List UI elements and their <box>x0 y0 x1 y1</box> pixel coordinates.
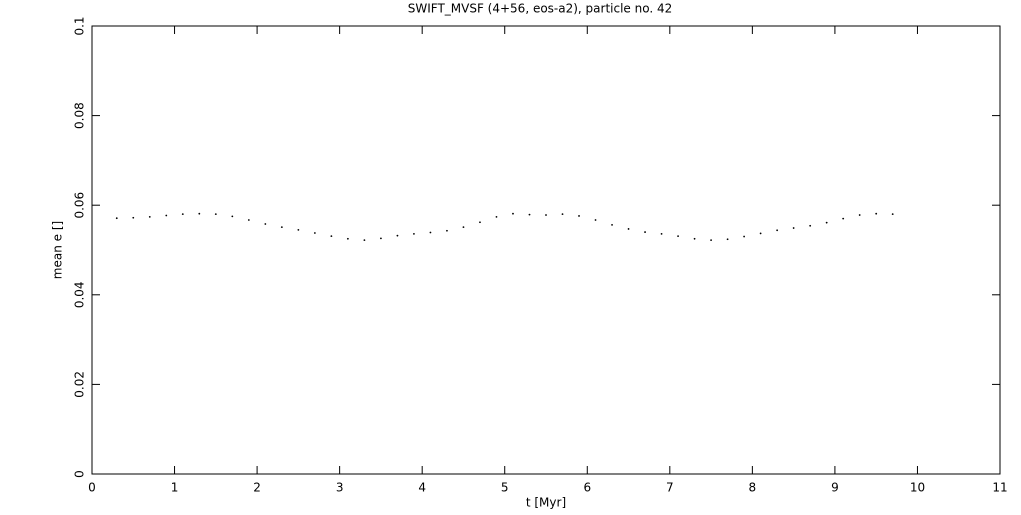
data-point <box>891 213 894 216</box>
x-tick-label: 10 <box>910 481 925 495</box>
data-point <box>710 239 712 242</box>
data-point <box>660 232 663 235</box>
data-point <box>578 215 580 217</box>
data-point <box>363 239 366 242</box>
data-point <box>115 217 118 220</box>
x-axis-label: t [Myr] <box>526 496 566 510</box>
data-point <box>479 221 481 224</box>
data-point <box>495 215 498 218</box>
x-tick-label: 8 <box>749 481 757 495</box>
data-point <box>809 224 812 227</box>
data-point <box>561 213 564 216</box>
data-point <box>875 212 878 215</box>
data-point <box>380 237 382 240</box>
data-point <box>148 215 151 218</box>
data-point <box>413 232 415 235</box>
data-point <box>346 237 349 240</box>
data-point <box>545 214 547 216</box>
data-point <box>512 212 514 215</box>
x-tick-label: 9 <box>831 481 839 495</box>
x-tick-label: 2 <box>253 481 261 495</box>
data-point <box>627 228 630 230</box>
data-point <box>776 229 779 232</box>
data-point <box>462 226 465 229</box>
y-axis-label: mean e [] <box>51 221 65 279</box>
data-point <box>165 214 168 217</box>
data-point <box>446 229 448 232</box>
data-point <box>677 235 679 238</box>
data-point <box>247 219 250 221</box>
x-tick-label: 3 <box>336 481 344 495</box>
y-tick-label: 0.06 <box>73 192 87 219</box>
data-point <box>528 213 531 216</box>
data-point <box>743 235 746 238</box>
y-tick-label: 0.04 <box>73 281 87 308</box>
data-point <box>792 227 795 229</box>
data-point <box>726 238 729 241</box>
y-tick-label: 0 <box>73 470 87 478</box>
x-tick-label: 4 <box>418 481 426 495</box>
data-point <box>181 213 184 216</box>
data-point <box>231 215 234 218</box>
data-point <box>313 232 316 234</box>
y-tick-label: 0.08 <box>73 102 87 129</box>
data-point <box>842 217 845 220</box>
x-tick-label: 6 <box>583 481 591 495</box>
data-point <box>330 235 333 238</box>
data-point <box>858 214 861 216</box>
x-tick-label: 1 <box>171 481 179 495</box>
x-tick-label: 0 <box>88 481 96 495</box>
data-point <box>759 232 762 235</box>
data-point <box>644 231 646 233</box>
data-point <box>198 212 201 215</box>
data-point <box>280 226 283 229</box>
data-point <box>132 216 135 219</box>
y-tick-label: 0.02 <box>73 371 87 398</box>
data-point <box>611 224 613 226</box>
data-point <box>429 231 432 234</box>
y-tick-label: 0.1 <box>73 16 87 35</box>
x-tick-label: 7 <box>666 481 674 495</box>
plot-frame <box>91 25 1001 475</box>
data-point <box>825 221 828 224</box>
data-point <box>214 213 217 216</box>
x-tick-label: 5 <box>501 481 509 495</box>
data-point <box>396 234 399 237</box>
data-point <box>693 237 696 240</box>
data-point <box>297 228 300 231</box>
x-tick-label: 11 <box>992 481 1007 495</box>
data-point <box>264 223 267 225</box>
chart-title: SWIFT_MVSF (4+56, eos-a2), particle no. … <box>408 2 673 16</box>
data-point <box>594 219 597 221</box>
